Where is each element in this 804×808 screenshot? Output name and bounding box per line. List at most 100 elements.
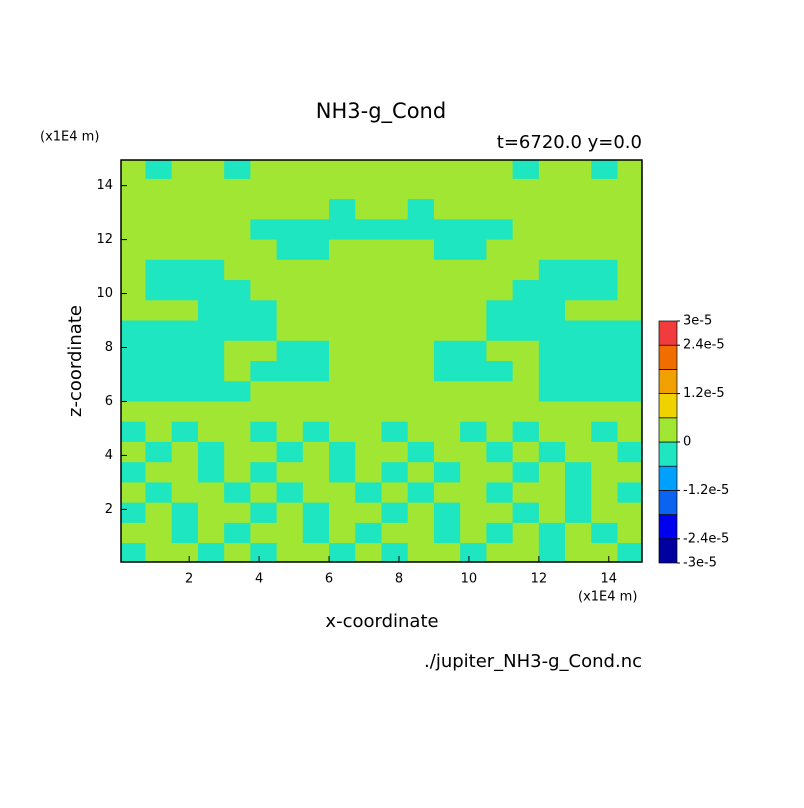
x-axis-label: x-coordinate — [325, 611, 438, 632]
cell — [329, 361, 356, 382]
cell — [538, 462, 566, 483]
cell — [381, 462, 409, 483]
cell — [276, 482, 304, 504]
cell — [565, 219, 592, 241]
cell — [329, 340, 356, 362]
cell — [329, 522, 356, 544]
cell — [250, 462, 278, 483]
cell — [276, 280, 304, 301]
colorbar-segment — [658, 441, 678, 467]
cell — [617, 219, 642, 241]
cell — [355, 259, 382, 281]
cell — [145, 543, 173, 562]
cell — [460, 340, 487, 362]
colorbar-segment — [658, 465, 678, 491]
cell — [355, 320, 382, 342]
cell — [460, 259, 487, 281]
cell — [617, 280, 642, 301]
cell — [121, 502, 146, 524]
cell — [460, 280, 487, 301]
cell — [486, 421, 514, 443]
cell — [407, 381, 435, 402]
cell — [329, 219, 356, 241]
cell — [197, 543, 225, 562]
cell — [224, 219, 251, 241]
cell — [486, 259, 514, 281]
cell — [329, 199, 356, 220]
cell — [197, 160, 225, 180]
cell — [197, 502, 225, 524]
cell — [381, 381, 409, 402]
cell — [197, 340, 225, 362]
plot-frame — [120, 159, 643, 563]
cell — [302, 178, 330, 200]
cell — [512, 239, 540, 261]
cell — [250, 361, 278, 382]
cell — [381, 259, 409, 281]
colorbar-label: 2.4e-5 — [683, 338, 725, 353]
x-tick-label: 14 — [601, 572, 618, 587]
cell — [486, 401, 514, 423]
cell — [512, 502, 540, 524]
cell — [591, 543, 619, 562]
cell — [145, 239, 173, 261]
cell — [591, 482, 619, 504]
cell — [250, 441, 278, 463]
cell — [460, 199, 487, 220]
cell — [250, 381, 278, 402]
cell — [329, 543, 356, 562]
cell — [145, 502, 173, 524]
cell — [538, 160, 566, 180]
cell — [276, 441, 304, 463]
cell — [224, 280, 251, 301]
cell — [276, 178, 304, 200]
cell — [197, 320, 225, 342]
cell — [512, 462, 540, 483]
cell — [407, 482, 435, 504]
cell — [591, 219, 619, 241]
cell — [121, 300, 146, 322]
cell — [591, 199, 619, 220]
y-tick-label: 8 — [105, 340, 113, 355]
cell — [460, 361, 487, 382]
cell — [171, 401, 199, 423]
source-file: ./jupiter_NH3-g_Cond.nc — [424, 651, 642, 672]
cell — [250, 219, 278, 241]
cell — [224, 259, 251, 281]
cell — [486, 340, 514, 362]
cell — [512, 543, 540, 562]
cell — [224, 462, 251, 483]
cell — [145, 340, 173, 362]
cell — [171, 239, 199, 261]
cell — [538, 361, 566, 382]
colorbar-label: -3e-5 — [683, 556, 717, 571]
cell — [276, 401, 304, 423]
cell — [329, 421, 356, 443]
cell — [302, 219, 330, 241]
cell — [355, 482, 382, 504]
y-tick-label: 14 — [96, 178, 113, 193]
cell — [460, 178, 487, 200]
cell — [591, 462, 619, 483]
cell — [276, 239, 304, 261]
cell — [407, 340, 435, 362]
cell — [486, 280, 514, 301]
cell — [591, 441, 619, 463]
cell — [381, 320, 409, 342]
cell — [565, 401, 592, 423]
cell — [565, 421, 592, 443]
cell — [329, 160, 356, 180]
y-tick-label: 12 — [96, 232, 113, 247]
cell — [433, 199, 461, 220]
cell — [407, 502, 435, 524]
cell — [355, 543, 382, 562]
cell — [197, 401, 225, 423]
cell — [121, 320, 146, 342]
cell — [121, 199, 146, 220]
cell — [486, 239, 514, 261]
cell — [565, 340, 592, 362]
cell — [460, 160, 487, 180]
cell — [617, 259, 642, 281]
cell — [381, 199, 409, 220]
